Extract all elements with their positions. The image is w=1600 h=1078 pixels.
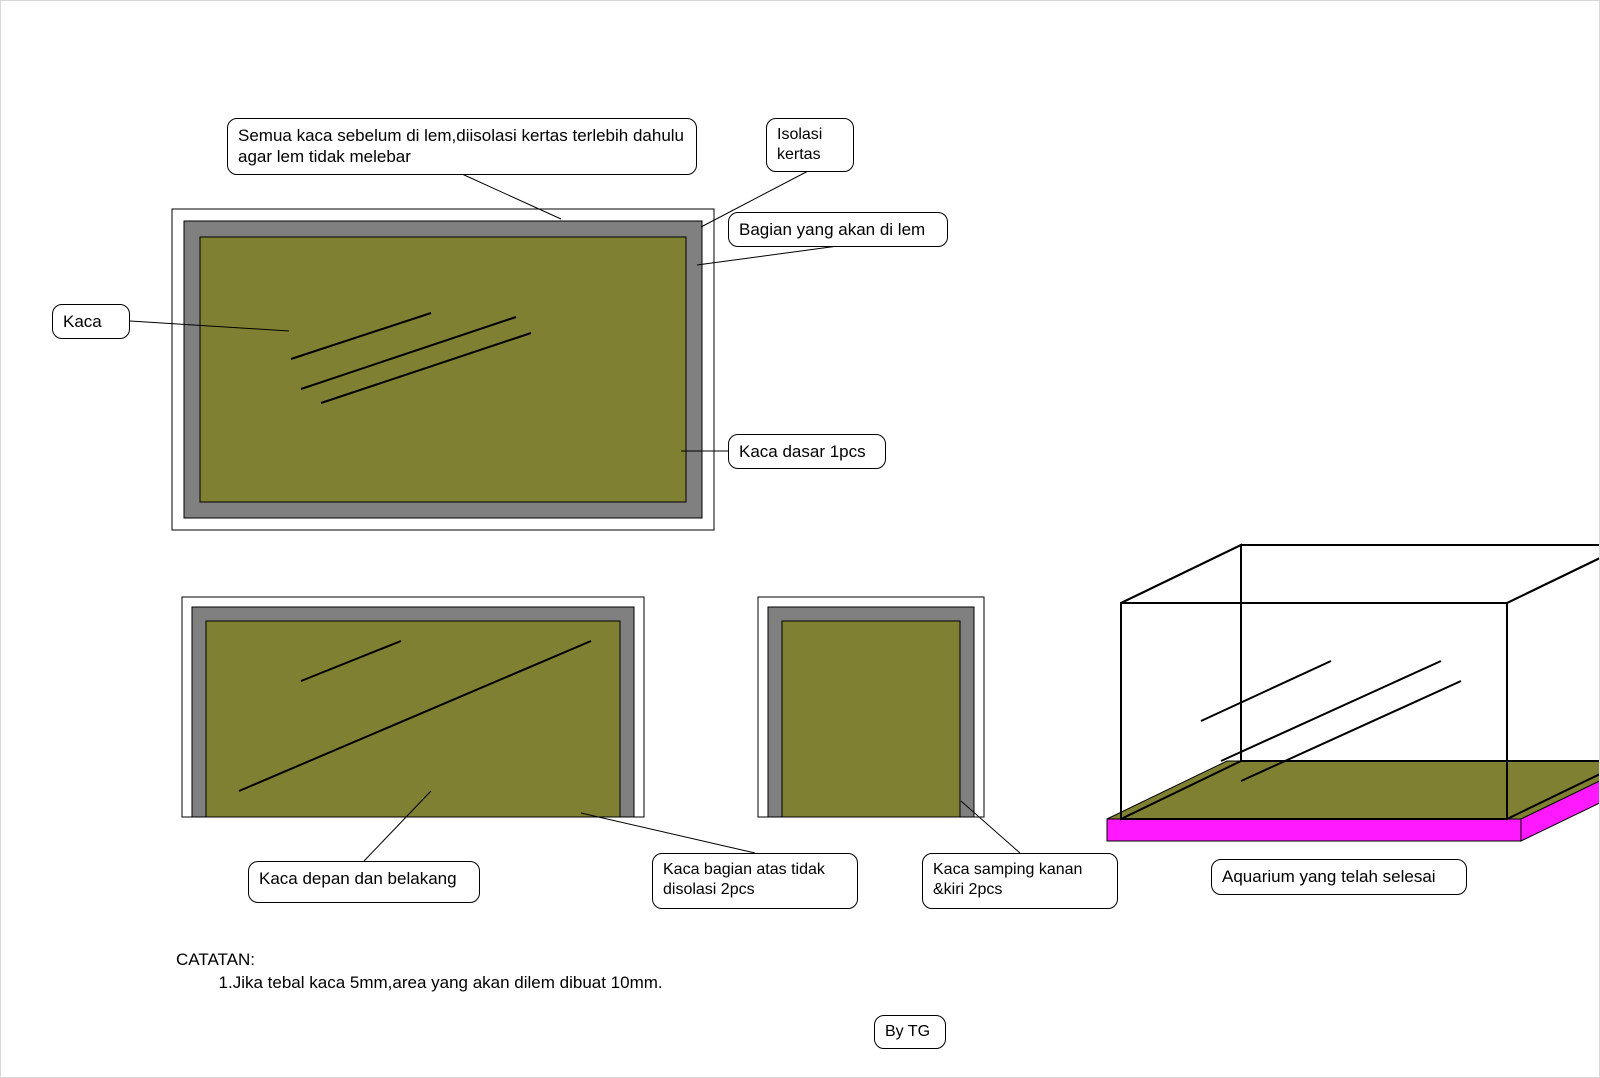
callout-kaca: Kaca bbox=[52, 304, 130, 339]
notes-title: CATATAN: bbox=[176, 950, 255, 969]
callout-front-back: Kaca depan dan belakang bbox=[248, 861, 480, 903]
notes-block: CATATAN: 1.Jika tebal kaca 5mm,area yang… bbox=[176, 949, 663, 995]
callout-glue-area: Bagian yang akan di lem bbox=[728, 212, 948, 247]
callout-instruction: Semua kaca sebelum di lem,diisolasi kert… bbox=[227, 118, 697, 175]
callout-kaca-dasar: Kaca dasar 1pcs bbox=[728, 434, 886, 469]
callout-finished: Aquarium yang telah selesai bbox=[1211, 859, 1467, 895]
credit-box: By TG bbox=[874, 1015, 946, 1049]
notes-line1: 1.Jika tebal kaca 5mm,area yang akan dil… bbox=[219, 973, 663, 992]
callout-top-not-isolated: Kaca bagian atas tidak disolasi 2pcs bbox=[652, 853, 858, 909]
callout-side: Kaca samping kanan &kiri 2pcs bbox=[922, 853, 1118, 909]
callout-isolasi-kertas: Isolasi kertas bbox=[766, 118, 854, 172]
diagram-canvas: Semua kaca sebelum di lem,diisolasi kert… bbox=[0, 0, 1600, 1078]
